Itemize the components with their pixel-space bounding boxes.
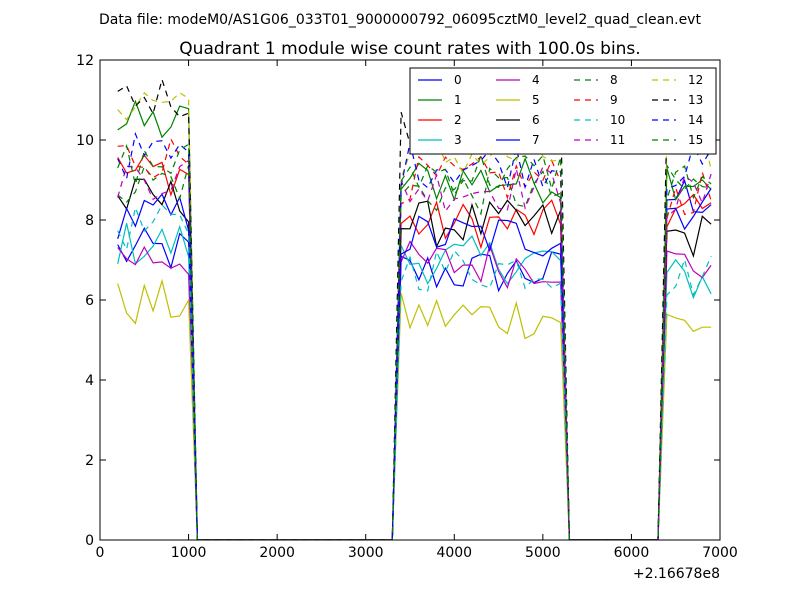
legend-label-4: 4	[532, 73, 540, 87]
legend-label-2: 2	[454, 113, 462, 127]
legend-label-9: 9	[610, 93, 618, 107]
series-line-10	[117, 203, 712, 540]
series-line-8	[117, 163, 712, 540]
x-tick-label: 2000	[259, 545, 295, 561]
legend-label-5: 5	[532, 93, 540, 107]
series-group	[117, 77, 712, 540]
y-tick-label: 2	[85, 453, 94, 469]
legend-label-11: 11	[610, 133, 625, 147]
x-tick-label: 7000	[702, 545, 738, 561]
x-tick-label: 3000	[348, 545, 384, 561]
series-line-1	[117, 99, 712, 540]
chart-suptitle: Data file: modeM0/AS1G06_033T01_90000007…	[99, 12, 701, 28]
plot-area: 0 1000 2000 3000 4000 5000 6000 700002468101201…	[76, 53, 738, 561]
y-tick-label: 4	[85, 373, 94, 389]
legend-label-12: 12	[688, 73, 703, 87]
series-line-7	[117, 188, 712, 540]
legend-label-15: 15	[688, 133, 703, 147]
series-line-15	[117, 143, 712, 540]
series-line-3	[117, 223, 712, 540]
series-line-2	[117, 154, 712, 540]
y-tick-label: 12	[76, 53, 94, 69]
series-line-9	[117, 137, 712, 540]
legend-label-8: 8	[610, 73, 618, 87]
chart-title: Quadrant 1 module wise count rates with …	[179, 39, 640, 59]
x-tick-label: 5000	[525, 545, 561, 561]
series-line-12	[117, 91, 712, 540]
x-tick-label: 0	[96, 545, 105, 561]
y-tick-label: 6	[85, 293, 94, 309]
legend-label-7: 7	[532, 133, 540, 147]
legend-label-0: 0	[454, 73, 462, 87]
legend-label-10: 10	[610, 113, 625, 127]
y-tick-label: 8	[85, 213, 94, 229]
y-tick-label: 10	[76, 133, 94, 149]
series-line-4	[117, 240, 712, 540]
x-tick-label: 6000	[614, 545, 650, 561]
legend-label-6: 6	[532, 113, 540, 127]
y-tick-label: 0	[85, 533, 94, 549]
legend-label-1: 1	[454, 93, 462, 107]
series-line-14	[117, 131, 712, 540]
series-line-0	[117, 179, 712, 540]
legend-label-3: 3	[454, 133, 462, 147]
x-tick-label: 1000	[171, 545, 207, 561]
x-tick-label: 4000	[436, 545, 472, 561]
series-line-11	[117, 159, 712, 540]
legend-label-14: 14	[688, 113, 703, 127]
x-axis-offset-label: +2.16678e8	[633, 566, 720, 582]
series-line-5	[117, 278, 712, 540]
legend-label-13: 13	[688, 93, 703, 107]
